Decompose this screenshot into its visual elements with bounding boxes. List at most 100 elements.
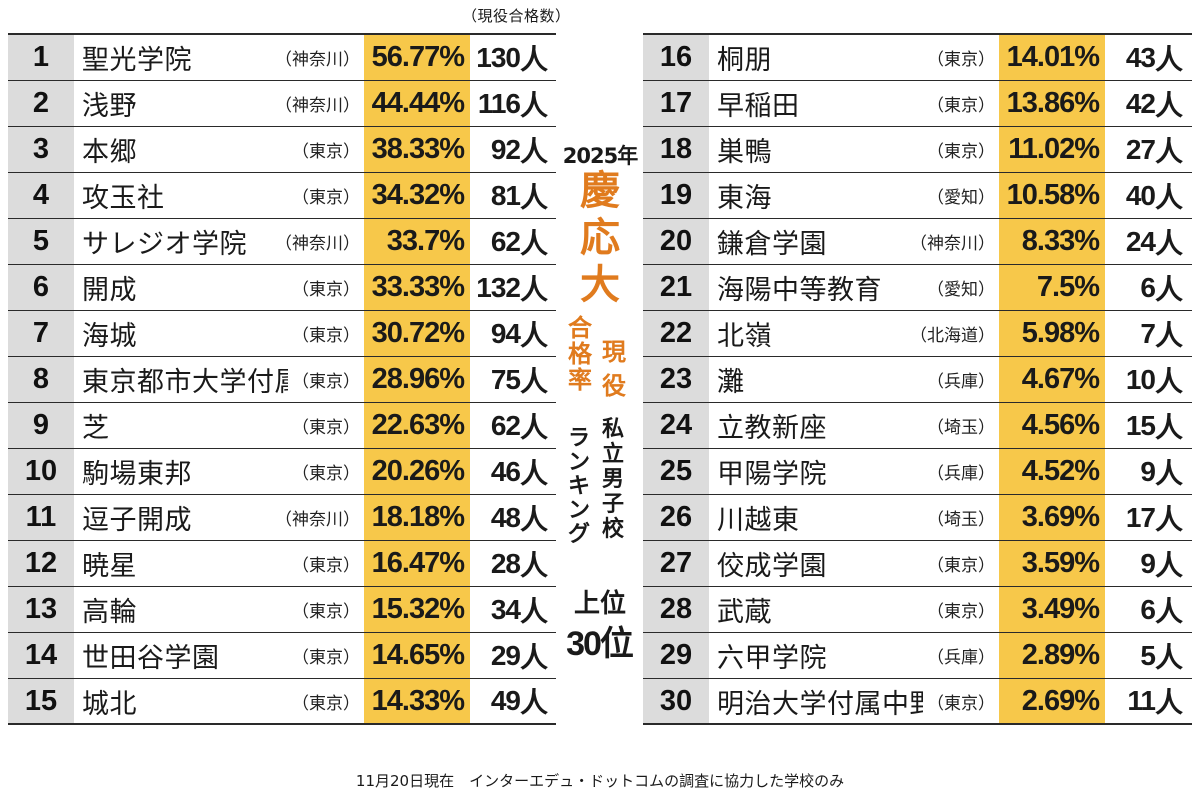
- pass-count: 46 人: [470, 449, 556, 494]
- table-row: 20 鎌倉学園 （神奈川） 8.33% 24 人: [643, 219, 1192, 265]
- year-label: 2025年: [562, 144, 638, 168]
- pass-count-unit: 人: [1154, 502, 1183, 536]
- pass-count-unit: 人: [519, 272, 548, 306]
- pass-rate: 8.33%: [999, 219, 1105, 264]
- table-row: 16 桐朋 （東京） 14.01% 43 人: [643, 35, 1192, 81]
- title-char: ラ: [568, 426, 591, 451]
- prefecture: （神奈川）: [275, 510, 360, 530]
- school-name: 聖光学院: [82, 45, 192, 76]
- pass-count: 130 人: [470, 35, 556, 80]
- prefecture: （東京）: [292, 464, 360, 484]
- pass-count-number: 62: [490, 409, 521, 441]
- rank-cell: 18: [643, 127, 709, 172]
- table-row: 27 佼成学園 （東京） 3.59% 9 人: [643, 541, 1192, 587]
- pass-count-number: 132: [476, 271, 521, 303]
- prefecture: （東京）: [292, 142, 360, 162]
- table-row: 6 開成 （東京） 33.33% 132 人: [8, 265, 556, 311]
- rank-cell: 17: [643, 81, 709, 126]
- pass-count-unit: 人: [519, 134, 548, 168]
- rank-cell: 19: [643, 173, 709, 218]
- pass-count-unit: 人: [519, 456, 548, 490]
- pass-rate: 33.33%: [364, 265, 470, 310]
- prefecture: （北海道）: [910, 326, 995, 346]
- pass-count-number: 17: [1125, 501, 1156, 533]
- table-row: 17 早稲田 （東京） 13.86% 42 人: [643, 81, 1192, 127]
- rank-cell: 24: [643, 403, 709, 448]
- header-note: （現役合格数）: [462, 7, 571, 25]
- pass-count-unit: 人: [1154, 272, 1183, 306]
- prefecture: （神奈川）: [910, 234, 995, 254]
- pass-count-unit: 人: [519, 686, 548, 719]
- pass-count-number: 5: [1140, 639, 1156, 671]
- pass-count: 24 人: [1105, 219, 1191, 264]
- title-char: 格: [568, 340, 592, 368]
- pass-count-unit: 人: [1154, 456, 1183, 490]
- school-name: 逗子開成: [82, 505, 192, 536]
- prefecture: （兵庫）: [927, 464, 995, 484]
- pass-count-unit: 人: [519, 318, 548, 352]
- school-name: 高輪: [82, 597, 137, 628]
- prefecture: （東京）: [292, 602, 360, 622]
- pass-rate: 14.33%: [364, 679, 470, 723]
- rank-cell: 3: [8, 127, 74, 172]
- table-row: 18 巣鴨 （東京） 11.02% 27 人: [643, 127, 1192, 173]
- table-row: 23 灘（兵庫） 4.67% 10 人: [643, 357, 1192, 403]
- table-row: 30 明治大学付属中野 （東京） 2.69% 11 人: [643, 679, 1192, 725]
- pass-rate: 44.44%: [364, 81, 470, 126]
- rank-cell: 4: [8, 173, 74, 218]
- table-row: 1 聖光学院 （神奈川） 56.77% 130 人: [8, 35, 556, 81]
- rank-cell: 27: [643, 541, 709, 586]
- pass-rate: 56.77%: [364, 35, 470, 80]
- prefecture: （東京）: [927, 96, 995, 116]
- pass-count-number: 116: [477, 87, 521, 119]
- rank-cell: 7: [8, 311, 74, 356]
- top-count-label: 30位: [558, 616, 642, 665]
- pass-rate: 14.65%: [364, 633, 470, 678]
- prefecture: （神奈川）: [275, 50, 360, 70]
- top-count-unit: 位: [599, 624, 634, 664]
- pass-count-unit: 人: [1154, 410, 1183, 444]
- pass-rate: 28.96%: [364, 357, 470, 402]
- pass-rate: 7.5%: [999, 265, 1105, 310]
- pass-rate-label: 合格率: [568, 315, 592, 393]
- prefecture: （東京）: [292, 693, 360, 714]
- rank-cell: 6: [8, 265, 74, 310]
- prefecture: （東京）: [292, 326, 360, 346]
- pass-rate: 38.33%: [364, 127, 470, 172]
- prefecture: （埼玉）: [927, 510, 995, 530]
- pass-count-unit: 人: [519, 502, 548, 536]
- pass-count-number: 6: [1140, 593, 1156, 625]
- title-char: 現: [602, 338, 626, 366]
- table-row: 21 海陽中等教育 （愛知） 7.5% 6 人: [643, 265, 1192, 311]
- pass-count-number: 62: [490, 225, 521, 257]
- school-name: 鎌倉学園: [717, 229, 827, 260]
- pass-count: 15 人: [1105, 403, 1191, 448]
- pass-count-number: 130: [476, 41, 521, 73]
- table-row: 5 サレジオ学院 （神奈川） 33.7% 62 人: [8, 219, 556, 265]
- prefecture: （埼玉）: [927, 418, 995, 438]
- pass-rate: 33.7%: [364, 219, 470, 264]
- title-char: 大: [580, 262, 620, 308]
- pass-count-number: 34: [490, 593, 521, 625]
- rank-cell: 25: [643, 449, 709, 494]
- pass-count-number: 40: [1125, 179, 1156, 211]
- school-name: 東京都市大学付属: [82, 367, 288, 398]
- prefecture: （東京）: [927, 693, 995, 714]
- rank-cell: 26: [643, 495, 709, 540]
- rank-cell: 8: [8, 357, 74, 402]
- pass-count-number: 7: [1140, 317, 1156, 349]
- pass-count: 42 人: [1105, 81, 1191, 126]
- title-char: 校: [602, 517, 625, 542]
- pass-count-unit: 人: [1154, 318, 1183, 352]
- prefecture: （東京）: [927, 556, 995, 576]
- table-row: 13 高輪 （東京） 15.32% 34 人: [8, 587, 556, 633]
- pass-count-number: 11: [1127, 685, 1156, 716]
- table-row: 2 浅野 （神奈川） 44.44% 116 人: [8, 81, 556, 127]
- pass-rate: 22.63%: [364, 403, 470, 448]
- pass-count: 40 人: [1105, 173, 1191, 218]
- pass-count: 49 人: [470, 679, 556, 723]
- pass-rate: 11.02%: [999, 127, 1105, 172]
- pass-count-number: 15: [1125, 409, 1156, 441]
- school-name: 武蔵: [717, 597, 772, 628]
